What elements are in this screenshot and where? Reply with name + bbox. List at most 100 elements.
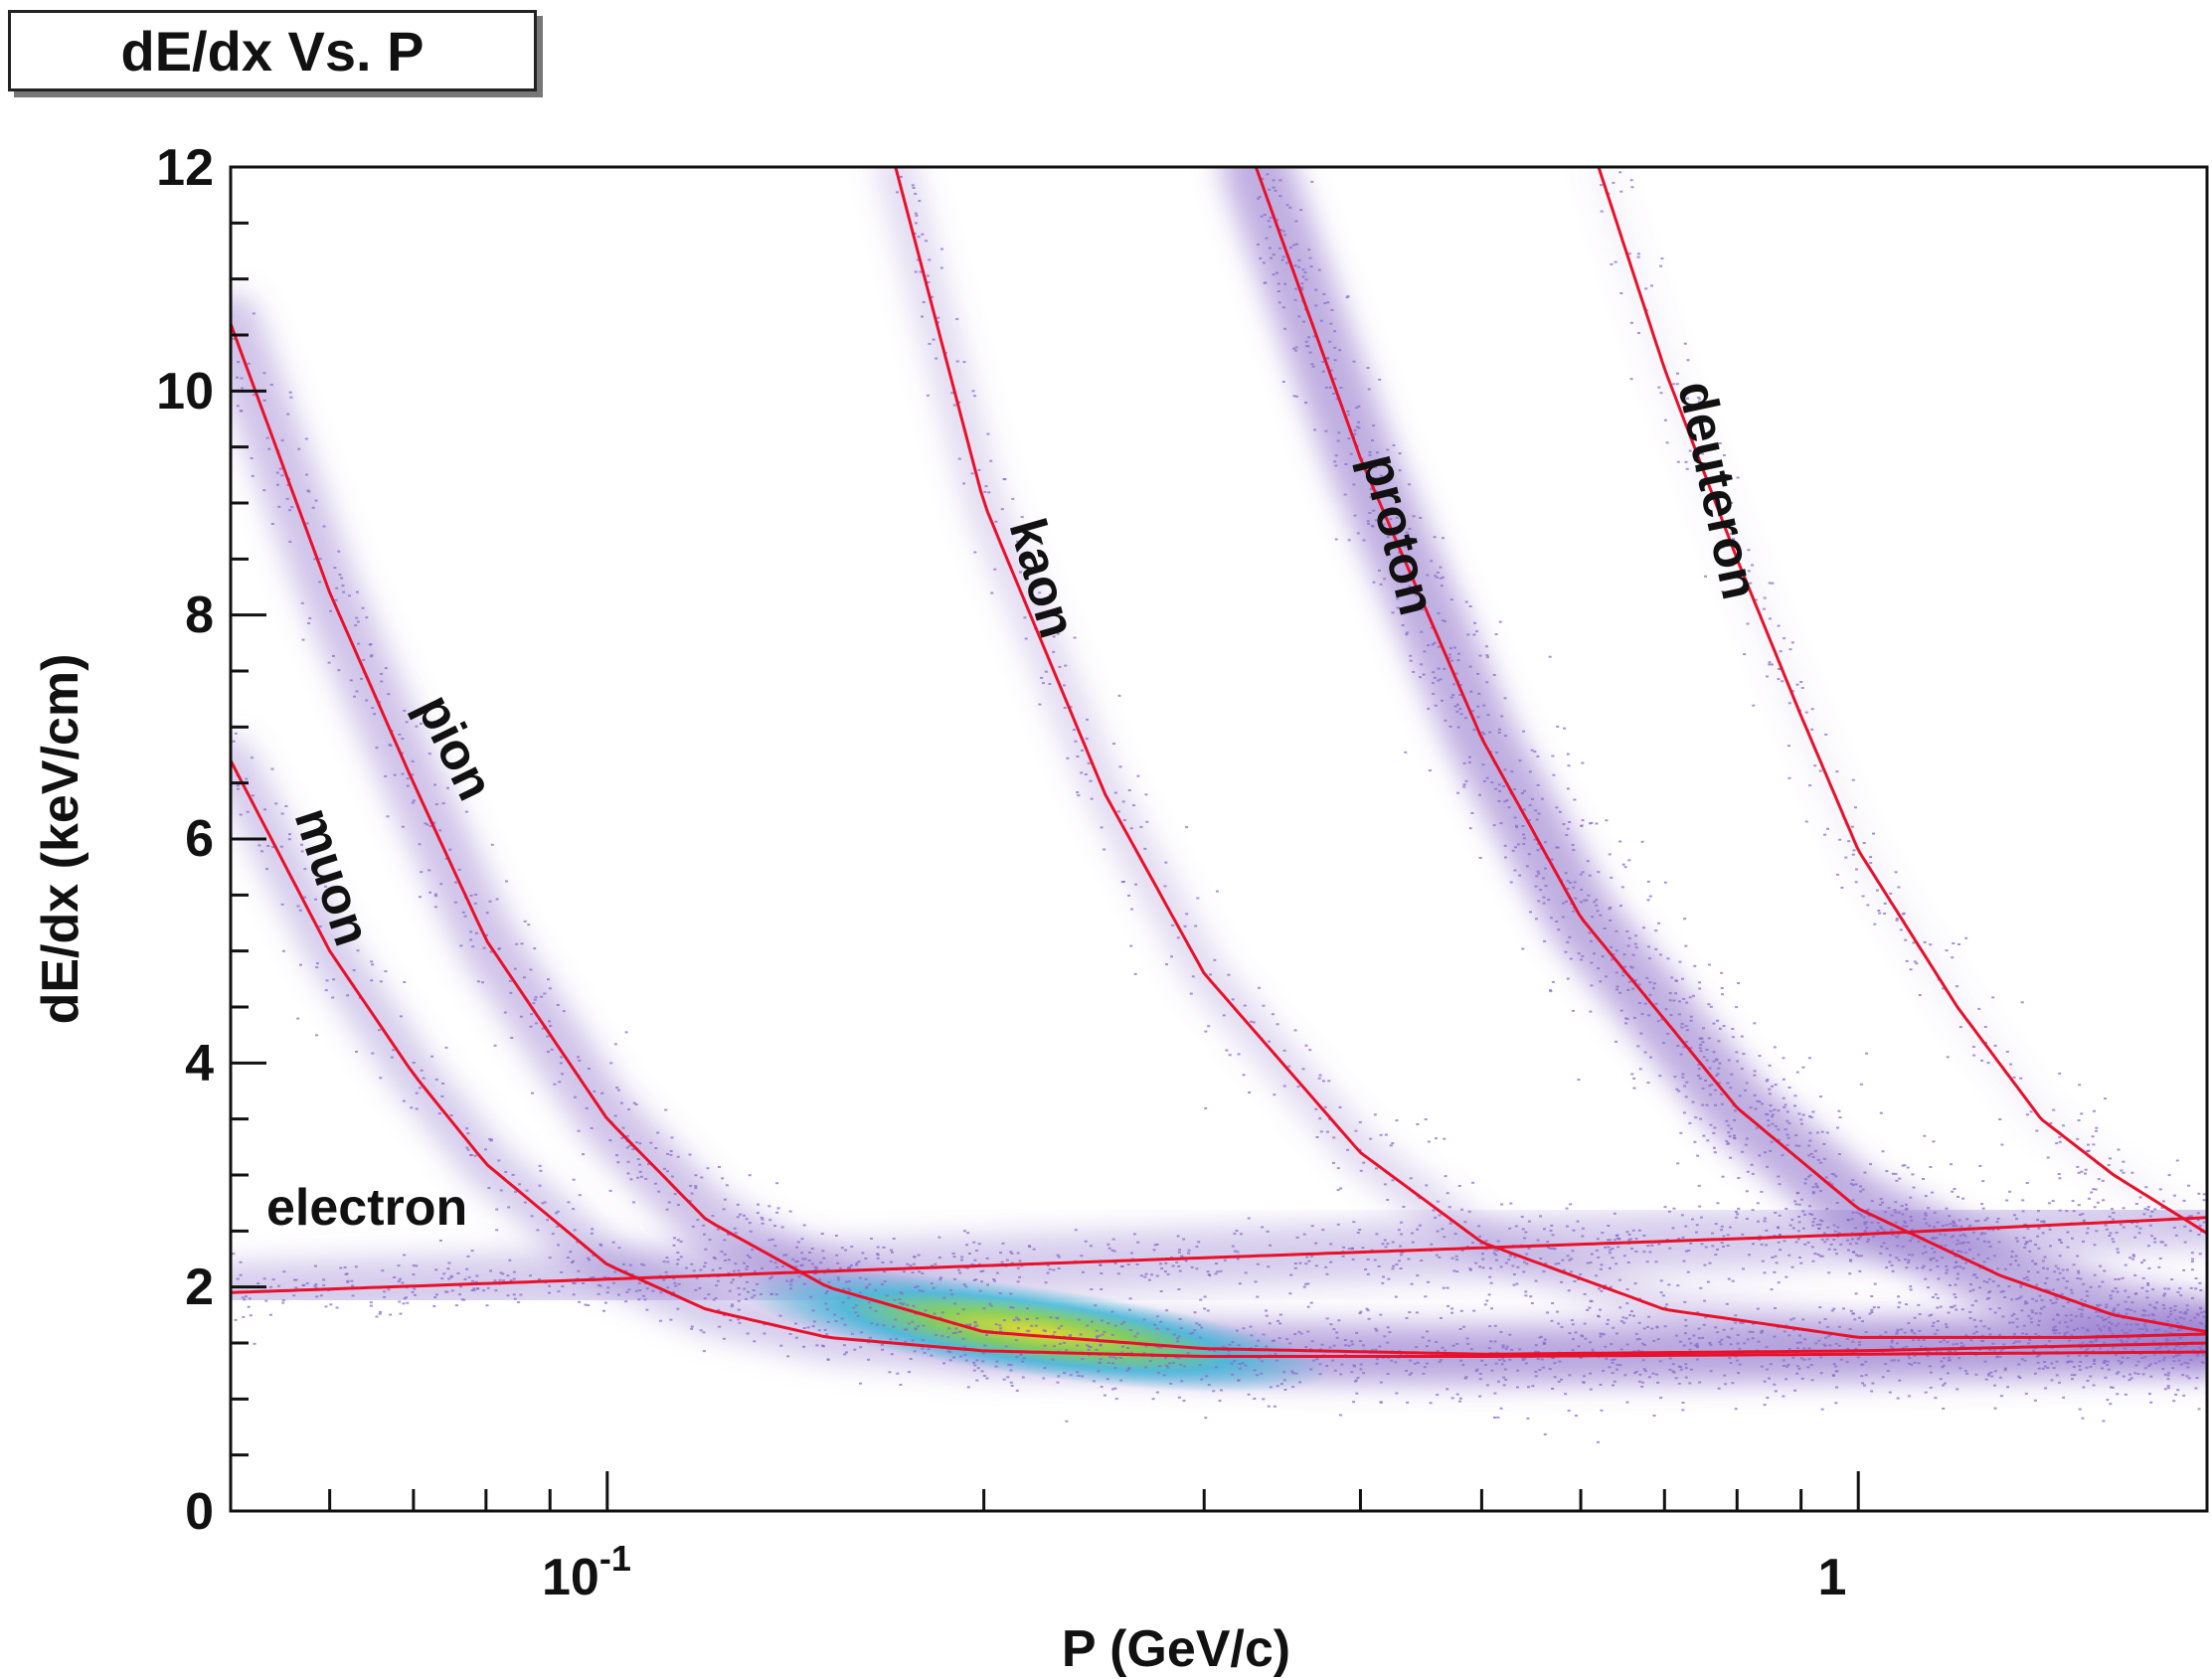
data-point [1642, 1235, 1646, 1237]
data-point [718, 1166, 721, 1168]
data-point [1139, 1274, 1143, 1277]
data-point [1353, 432, 1357, 435]
data-point [1956, 1388, 1959, 1391]
data-point [2041, 1259, 2045, 1262]
data-point [1126, 1347, 1129, 1349]
data-point [1475, 1368, 1479, 1371]
data-point [1468, 827, 1472, 830]
data-point [1396, 498, 1400, 500]
data-point [1379, 1381, 1383, 1384]
data-point [1028, 1246, 1032, 1249]
data-point [970, 1262, 974, 1265]
data-point [1859, 1255, 1863, 1258]
data-point [1293, 1333, 1297, 1336]
data-point [1959, 1225, 1963, 1228]
data-point [1118, 1356, 1122, 1359]
data-point [1580, 958, 1583, 961]
data-point [870, 1322, 874, 1325]
data-point [2144, 1186, 2148, 1189]
data-point [530, 1013, 533, 1016]
data-point [1987, 1327, 1991, 1330]
data-point [418, 843, 422, 846]
data-point [1324, 1265, 1328, 1268]
data-point [1972, 1054, 1976, 1057]
data-point [1726, 1335, 1730, 1338]
data-point [2127, 1307, 2130, 1310]
data-point [592, 1255, 596, 1257]
data-point [1150, 1273, 1153, 1276]
data-point [894, 1318, 898, 1321]
data-point [1500, 715, 1504, 718]
data-point [639, 1175, 643, 1178]
data-point [2117, 1148, 2121, 1151]
data-point [1405, 531, 1409, 534]
data-point [1679, 1368, 1683, 1371]
data-point [2093, 1358, 2097, 1361]
data-point [2163, 1292, 2167, 1295]
data-point [1581, 954, 1585, 957]
data-point [801, 1258, 805, 1260]
data-point [1396, 597, 1400, 600]
data-point [1097, 1370, 1101, 1373]
data-point [729, 1319, 733, 1322]
data-point [2109, 1294, 2113, 1297]
data-point [1353, 1365, 1356, 1368]
data-point [485, 1304, 489, 1307]
data-point [2154, 1347, 2158, 1350]
data-point [1727, 1131, 1731, 1134]
data-point [1807, 1358, 1811, 1361]
data-point [1098, 1361, 1102, 1364]
data-point [572, 1178, 576, 1181]
data-point [515, 942, 519, 945]
data-point [2098, 1327, 2102, 1330]
data-point [2128, 1308, 2132, 1311]
data-point [768, 1277, 772, 1280]
data-point [625, 1134, 629, 1137]
data-point [308, 616, 312, 619]
data-point [1476, 705, 1480, 708]
data-point [1872, 1236, 1876, 1238]
data-point [1207, 1273, 1211, 1275]
data-point [232, 740, 236, 743]
data-point [1679, 1053, 1683, 1056]
data-point [1887, 1207, 1891, 1210]
data-point [1038, 591, 1042, 594]
data-point [1503, 735, 1507, 738]
data-point [2184, 1310, 2187, 1313]
data-point [773, 1225, 776, 1227]
data-point [2058, 1177, 2062, 1180]
data-point [2172, 1360, 2176, 1363]
data-point [1723, 1374, 1727, 1377]
data-point [1734, 1109, 1737, 1112]
data-point [1663, 1325, 1667, 1328]
data-point [1501, 1357, 1505, 1360]
data-point [1153, 1323, 1157, 1326]
data-point [1618, 840, 1622, 843]
data-point [1498, 789, 1502, 792]
data-point [1460, 1250, 1464, 1252]
data-point [1305, 345, 1308, 348]
data-point [1197, 1241, 1201, 1244]
data-point [1597, 1314, 1600, 1317]
data-point [2107, 1368, 2111, 1371]
data-point [1862, 842, 1866, 844]
data-point [1122, 819, 1126, 822]
data-point [952, 404, 956, 407]
data-point [1162, 1374, 1166, 1377]
data-point [1148, 1360, 1152, 1363]
data-point [1751, 1172, 1755, 1175]
data-point [1714, 1089, 1718, 1091]
data-point [605, 1291, 609, 1294]
data-point [1298, 1381, 1302, 1384]
data-point [1968, 1224, 1972, 1227]
data-point [448, 848, 452, 851]
data-point [1352, 1221, 1356, 1224]
data-point [2055, 1374, 2059, 1377]
data-point [753, 1340, 757, 1343]
data-point [1379, 1401, 1383, 1404]
data-point [512, 1277, 516, 1280]
data-point [2008, 1190, 2012, 1193]
data-point [2040, 1220, 2044, 1223]
data-point [1521, 947, 1525, 950]
data-point [1779, 650, 1783, 653]
